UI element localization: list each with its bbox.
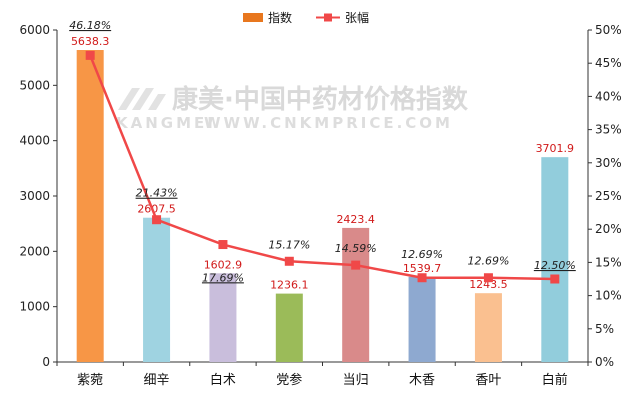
x-tick-label: 细辛 (144, 373, 170, 388)
line-path (89, 54, 555, 281)
legend: 指数 张幅 (243, 10, 369, 25)
y-left-tick-label: 2000 (19, 244, 50, 258)
bar-value-label: 2423.4 (336, 213, 375, 226)
bars (76, 50, 569, 362)
y-left-tick-label: 1000 (19, 300, 50, 314)
axes: 0 1000 2000 3000 4000 5000 6000 0% 5% 10% 15% 20% 25… (19, 23, 621, 388)
line-marker (483, 273, 493, 283)
x-tick-label: 白前 (542, 372, 568, 388)
y-left-tick-label: 3000 (19, 189, 50, 203)
line-value-label: 17.69% (202, 271, 244, 284)
line-value-label: 12.50% (534, 259, 576, 272)
bar-labels: 5638.3 2607.5 1602.9 1236.1 2423.4 1539.7 1243… (71, 35, 574, 292)
x-tick-label: 当归 (343, 373, 369, 388)
bar (342, 227, 370, 362)
y-right-tick-label: 10% (595, 289, 622, 303)
y-right-tick-label: 0% (595, 355, 614, 369)
y-right-tick-label: 50% (595, 23, 622, 37)
line-value-label: 15.17% (268, 238, 310, 251)
bar (408, 276, 436, 362)
watermark-brand: KANGMEI (116, 114, 216, 132)
line-marker (417, 273, 427, 283)
legend-bar-swatch (243, 13, 263, 22)
y-right-tick-label: 25% (595, 189, 622, 203)
y-right-tick-label: 15% (595, 255, 622, 269)
watermark-logo (118, 88, 166, 110)
x-tick-label: 白术 (210, 372, 236, 388)
y-right-tick-label: 35% (595, 123, 622, 137)
x-tick-label: 香叶 (475, 373, 501, 388)
bar (275, 293, 303, 362)
y-left-tick-label: 0 (42, 355, 50, 369)
y-right-tick-label: 20% (595, 222, 622, 236)
x-tick-label: 木香 (409, 373, 435, 388)
line-value-label: 12.69% (401, 248, 443, 261)
y-right-tick-label: 40% (595, 89, 622, 103)
watermark: KANGMEI 康美·中国中药材价格指数 WWW.CNKMPRICE.COM (116, 84, 469, 132)
line-value-label: 12.69% (467, 255, 509, 268)
line-value-label: 21.43% (136, 187, 178, 200)
y-right-tick-label: 30% (595, 156, 622, 170)
bar (143, 217, 171, 362)
line-marker (85, 50, 95, 60)
y-right-tick-label: 45% (595, 56, 622, 70)
bar (474, 293, 502, 362)
x-tick-label: 紫菀 (77, 373, 103, 388)
bar-value-label: 1243.5 (469, 278, 508, 291)
y-left-tick-label: 5000 (19, 78, 50, 92)
bar-value-label: 2607.5 (137, 203, 176, 216)
bar-value-label: 1236.1 (270, 279, 309, 292)
legend-line-label: 张幅 (345, 10, 369, 25)
line-series (85, 50, 560, 284)
bar-value-label: 3701.9 (536, 142, 575, 155)
bar-value-label: 1602.9 (204, 258, 243, 271)
line-marker (550, 274, 560, 284)
bar-value-label: 5638.3 (71, 35, 110, 48)
line-marker (152, 215, 162, 225)
watermark-url: WWW.CNKMPRICE.COM (204, 114, 453, 132)
bar-value-label: 1539.7 (403, 262, 442, 275)
y-left-tick-label: 6000 (19, 23, 50, 37)
y-right-tick-label: 5% (595, 322, 614, 336)
line-value-label: 46.18% (69, 19, 111, 32)
bar (76, 50, 104, 362)
y-left-tick-label: 4000 (19, 134, 50, 148)
pct-labels: 46.18% 21.43% 17.69% 15.17% 14.59% 12.69% 12.6… (69, 19, 576, 284)
legend-bar-label: 指数 (268, 10, 292, 25)
legend-line-marker (324, 13, 332, 22)
line-marker (351, 260, 361, 270)
line-marker (284, 256, 294, 266)
watermark-title: 康美·中国中药材价格指数 (172, 84, 469, 115)
bar (209, 273, 237, 362)
bar (541, 157, 569, 362)
line-marker (218, 240, 228, 250)
x-tick-label: 党参 (276, 372, 302, 388)
line-value-label: 14.59% (335, 242, 377, 255)
